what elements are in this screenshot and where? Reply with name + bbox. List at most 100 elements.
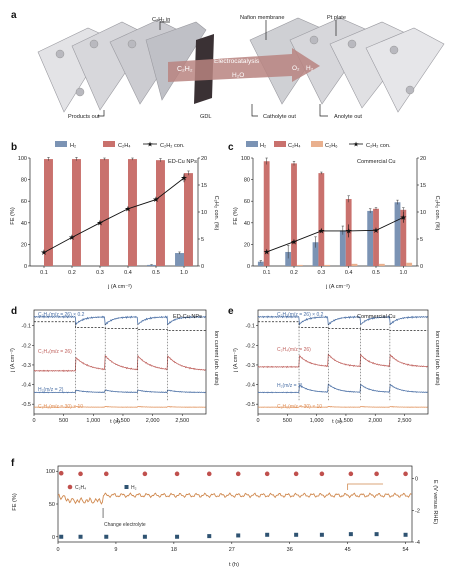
h2-ion-trace [257,383,428,394]
label-o2: O₂ [292,65,300,72]
y-tick-label: -0.5 [22,402,31,408]
c2h4-marker [348,471,354,477]
star-marker-icon: ★ [124,204,131,213]
x-tick-label: 0.3 [318,270,326,276]
x-tick-label: 18 [171,547,177,553]
h2-ion-trace [33,389,206,394]
y2-tick-label: 0 [201,264,204,270]
bar-C₂H₄ [373,208,379,266]
y-tick-label: -0.5 [246,402,255,408]
x-tick-label: 0.2 [68,270,76,276]
f-annotation-change-electrolyte: Change electrolyte [104,522,146,528]
legend-star-icon: ★ [353,141,359,149]
d-trace-label-c2h2: C₂H₂(m/z = 26) × 0.2 [38,312,85,318]
annotation-commercial-cu-e: Commercial Cu [357,314,396,320]
y-tick-label: 100 [241,156,250,162]
bar-H₂ [312,242,319,266]
c2h6-ion-trace [33,406,206,408]
star-marker-icon: ★ [68,233,75,242]
h2-marker [78,534,83,539]
f-legend-label-h2: H₂ [131,485,137,491]
plot-frame [57,465,413,543]
y-tick-label: 40 [21,221,27,227]
y-tick-label: 0 [24,264,27,270]
y-tick-label: 80 [21,178,27,184]
x-tick-label: 0.1 [263,270,271,276]
panel-d-plot-area: 0 500 1,000 1,500 2,000 2,500 -0.1 -0.2 -0.3 -0.4… [22,309,207,424]
star-marker-icon: ★ [345,227,352,236]
star-marker-icon: ★ [263,248,270,257]
bar-H₂ [257,261,264,266]
panel-e-chart: e 0 500 1,000 1,500 2,000 2,500 -0.1 -0.2 -0.3 -0… [228,306,440,425]
current-density-trace [258,321,428,331]
bar-C₂H₄ [263,161,270,266]
h2-marker [294,532,299,537]
y2-tick-label: 15 [201,183,207,189]
h2-marker [348,532,353,537]
electrocatalysis-arrow [168,48,320,82]
c2h6-ion-trace [257,406,428,408]
c2h4-marker [103,471,109,477]
panel-b-plot-area: 0 20 40 60 80 100 0 5 10 15 20 0.1 0.2 0.3 0.4 0.5 1.0 ★ ★… [18,156,207,276]
conversion-line [43,177,185,253]
c2h2-ion-trace [257,315,428,326]
c-ylabel: FE (%) [233,207,239,225]
d-xlabel: t (s) [110,419,120,425]
x-tick-label: 27 [229,547,235,553]
panel-letter-d: d [11,306,17,317]
y-tick-label: 20 [244,242,250,248]
panel-b-legend: H₂ C₂H₄ ★ C₂H₂ con. [55,141,185,149]
legend-star-icon: ★ [147,141,153,149]
f-y2label: E (V versus RHE) [432,480,438,524]
panel-letter-c: c [228,142,234,153]
y-tick-label: -0.3 [246,363,255,369]
bar-C₂H₄ [400,209,407,266]
star-marker-icon: ★ [180,174,187,183]
legend-label-conv: C₂H₂ con. [160,143,185,149]
h2-marker [236,533,241,538]
d-trace-label-h2: H₂(m/z = 2) [38,387,64,393]
plot-frame [33,309,207,415]
label-pt-plate: Pt plate [327,15,346,21]
bar-C₂H₄ [100,159,109,266]
c2h4-marker [78,471,83,477]
d-trace-label-c2h6: C₂H₆(m/z = 30) × 10 [38,404,83,410]
c2h4-marker [174,471,180,477]
y-tick-label: 50 [49,502,55,508]
c-xlabel: j (A cm⁻²) [325,284,350,290]
y2-tick-label: 10 [201,210,207,216]
c-y2label: C₂H₂ con. (%) [434,196,440,231]
annotation-ed-cu-nps: ED-Cu NPs [168,159,197,165]
f-legend-marker-c2h4 [67,484,73,490]
y-tick-label: 100 [18,156,27,162]
e-trace-label-c2h6: C₂H₆(m/z = 30) × 10 [277,404,322,410]
f-xlabel: t (h) [229,562,239,568]
bar-C₂H₄ [72,159,81,266]
h2-marker [59,534,64,539]
bar-H₂ [285,251,292,266]
screw-holes [55,35,415,97]
panel-letter-b: b [11,142,17,153]
d-ylabel: j (A cm⁻²) [10,348,16,373]
star-marker-icon: ★ [290,237,297,246]
y2-tick-label: 5 [201,237,204,243]
y2-tick-label: 20 [201,156,207,162]
axis-indicator-arrow [347,483,384,490]
x-tick-label: 1,000 [86,418,100,424]
plot-frame [257,309,429,415]
h2-marker [319,532,324,537]
star-marker-icon: ★ [318,227,325,236]
e-y2label: Ion current (arb. units) [434,330,440,385]
h2-marker [374,532,379,537]
x-tick-label: 500 [59,418,68,424]
x-tick-label: 36 [287,547,293,553]
f-ylabel: FE (%) [12,493,18,511]
panel-c-plot-area: 0 20 40 60 80 100 0 5 10 15 20 0.1 0.2 0.3 0.4 0.5 1.0 ★ ★… [241,156,426,276]
x-tick-label: 1.0 [180,270,188,276]
y-tick-label: 80 [244,178,250,184]
label-catholyte-out: Catholyte out [263,114,296,120]
x-tick-label: 54 [403,547,409,553]
y-tick-label: -0.1 [22,324,31,330]
panel-letter-e: e [228,306,234,317]
star-marker-icon: ★ [372,226,379,235]
